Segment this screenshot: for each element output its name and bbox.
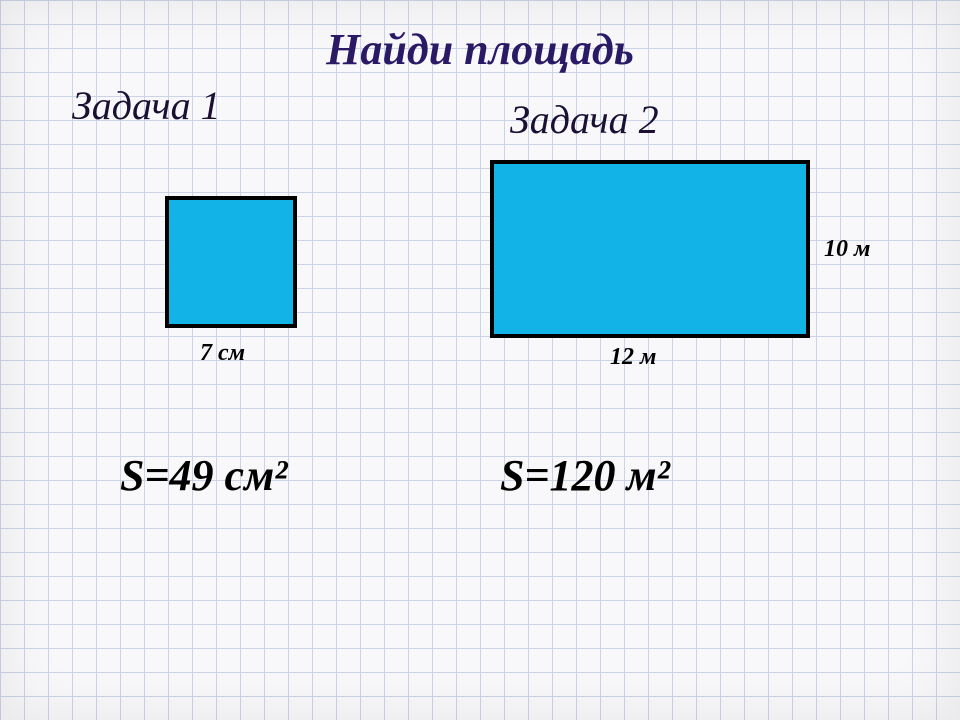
task-2-right-dimension: 10 м xyxy=(824,236,870,263)
worksheet-page: Найди площадь Задача 1 7 см S=49 см² Зад… xyxy=(0,0,960,720)
task-2-bottom-dimension: 12 м xyxy=(610,344,656,371)
task-1-answer: S=49 см² xyxy=(120,450,287,501)
task-1-bottom-dimension: 7 см xyxy=(200,340,245,367)
task-2-rectangle xyxy=(490,160,810,338)
page-title: Найди площадь xyxy=(0,24,960,75)
task-1-label: Задача 1 xyxy=(72,82,221,129)
task-2-label: Задача 2 xyxy=(510,96,659,143)
task-2-answer: S=120 м² xyxy=(500,450,670,501)
task-1-square xyxy=(165,196,297,328)
